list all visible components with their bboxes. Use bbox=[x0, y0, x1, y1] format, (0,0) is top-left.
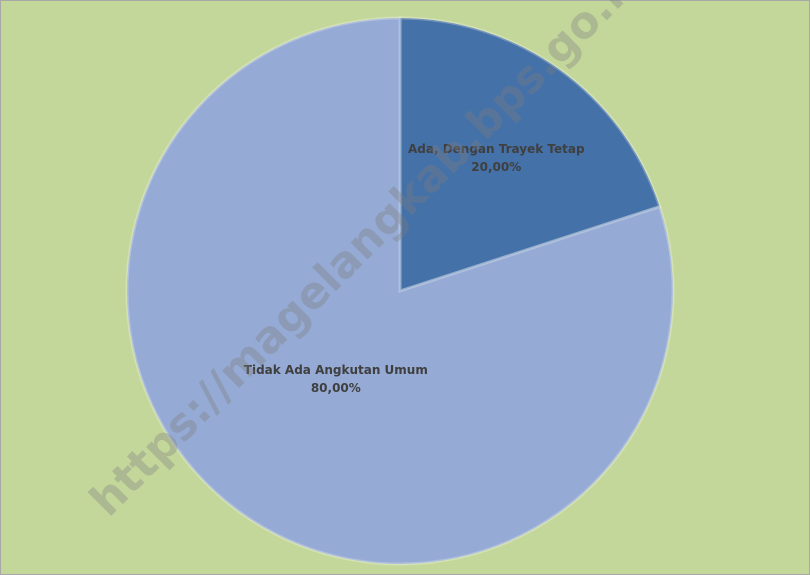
slice-label: Ada, Dengan Trayek Tetap bbox=[408, 142, 585, 156]
pie-slice bbox=[125, 16, 675, 566]
slice-value-label: 20,00% bbox=[471, 160, 521, 174]
slice-label: Tidak Ada Angkutan Umum bbox=[244, 363, 428, 377]
pie-slice bbox=[398, 16, 662, 294]
slice-value-label: 80,00% bbox=[311, 381, 361, 395]
